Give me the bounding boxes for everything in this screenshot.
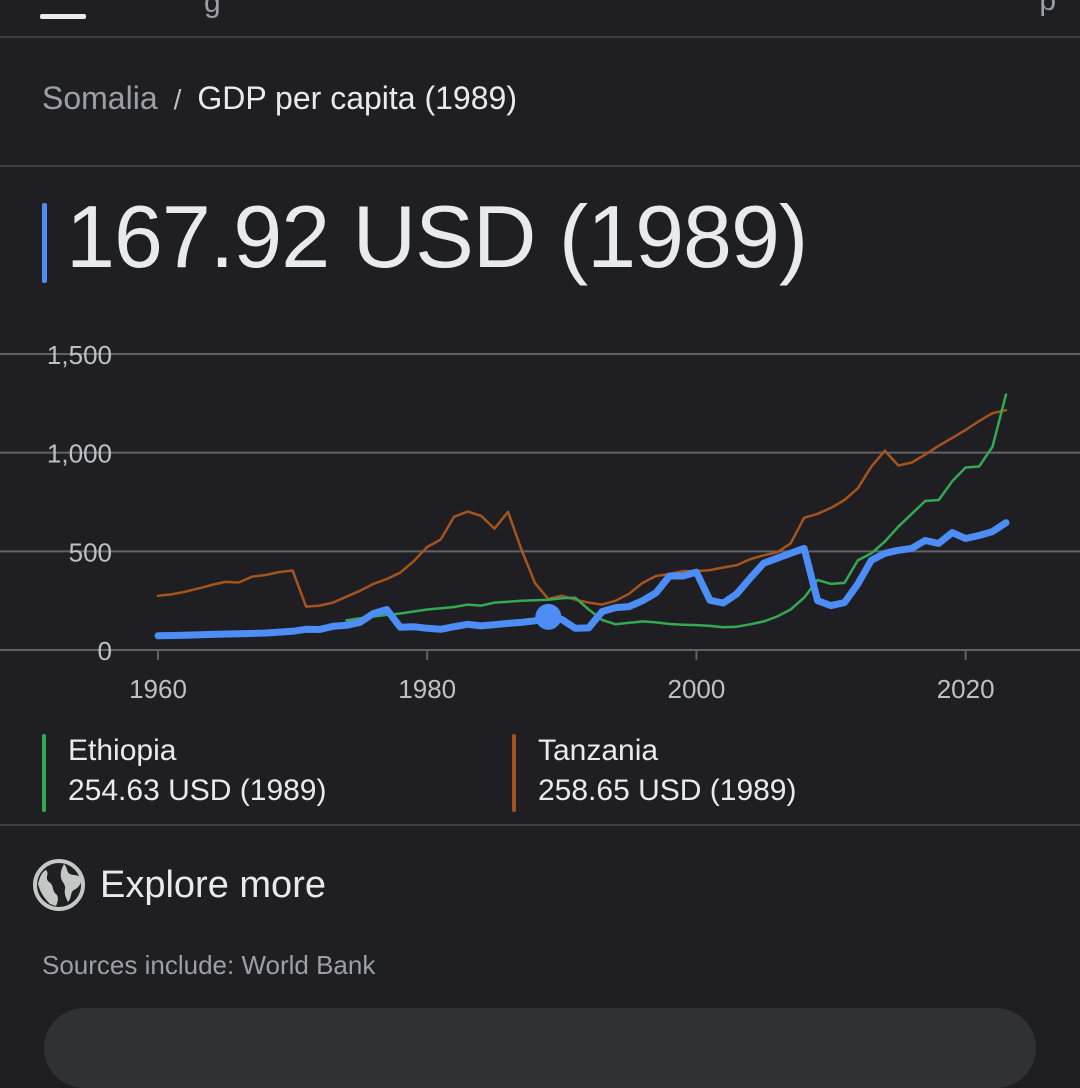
x-tick-label: 2000 bbox=[667, 674, 725, 704]
breadcrumb-separator: / bbox=[173, 84, 182, 115]
legend-color-tanzania bbox=[512, 734, 516, 812]
gdp-line-chart[interactable]: 0 500 1,000 1,500 1960 1980 2000 2020 bbox=[0, 330, 1080, 710]
headline-value: 167.92 USD (1989) bbox=[66, 187, 808, 286]
breadcrumb-parent-link[interactable]: Somalia bbox=[42, 80, 158, 116]
tab-partial-glyph-right: p bbox=[1039, 0, 1056, 17]
breadcrumb: Somalia / GDP per capita (1989) bbox=[42, 80, 517, 117]
legend-name: Ethiopia bbox=[68, 734, 177, 767]
highlight-point bbox=[535, 603, 562, 630]
legend-value: 258.65 USD (1989) bbox=[538, 774, 797, 807]
explore-more-link[interactable]: Explore more bbox=[100, 864, 326, 906]
tab-bar: g p bbox=[0, 0, 1080, 38]
legend-color-ethiopia bbox=[42, 734, 46, 812]
x-tick-label: 1980 bbox=[398, 674, 456, 704]
series-line-somalia bbox=[154, 519, 1010, 640]
divider bbox=[0, 165, 1080, 167]
series-line-ethiopia bbox=[345, 393, 1008, 629]
divider bbox=[0, 824, 1080, 826]
x-tick-label: 1960 bbox=[129, 674, 187, 704]
legend-value: 254.63 USD (1989) bbox=[68, 774, 327, 807]
series-color-marker bbox=[42, 203, 47, 283]
y-tick-label: 1,500 bbox=[47, 340, 112, 370]
x-tick-label: 2020 bbox=[937, 674, 995, 704]
legend-name: Tanzania bbox=[538, 734, 659, 767]
y-tick-label: 500 bbox=[69, 537, 112, 567]
y-tick-label: 1,000 bbox=[47, 439, 112, 469]
series-line-tanzania bbox=[156, 408, 1008, 608]
active-tab-indicator bbox=[40, 14, 86, 19]
globe-icon bbox=[33, 859, 85, 911]
y-tick-label: 0 bbox=[98, 636, 112, 666]
sources-text: Sources include: World Bank bbox=[42, 950, 376, 980]
bottom-card[interactable] bbox=[44, 1008, 1036, 1088]
tab-partial-glyph: g bbox=[204, 0, 221, 19]
breadcrumb-current: GDP per capita (1989) bbox=[197, 80, 517, 116]
